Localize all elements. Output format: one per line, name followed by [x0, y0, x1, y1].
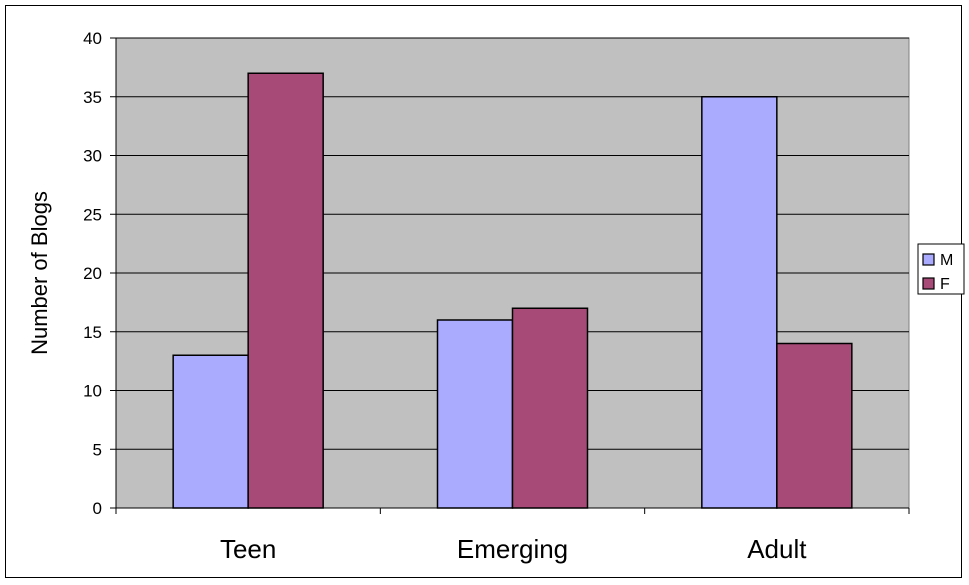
y-tick-label: 40 [83, 29, 102, 48]
bar-m-emerging [436, 319, 514, 509]
y-tick-label: 20 [83, 264, 102, 283]
legend: MF [917, 243, 965, 295]
bars [172, 72, 853, 509]
y-tick-label: 25 [83, 205, 102, 224]
y-tick-label: 15 [83, 323, 102, 342]
bar-f-adult [776, 342, 853, 509]
y-tick-label: 10 [83, 382, 102, 401]
y-tick-label: 0 [93, 499, 102, 518]
y-tick-label: 30 [83, 147, 102, 166]
x-tick-label: Adult [747, 534, 807, 564]
legend-label-f: F [940, 276, 950, 293]
y-tick-label: 35 [83, 88, 102, 107]
y-tick-label: 5 [93, 440, 102, 459]
axes [110, 37, 910, 514]
legend-swatch-m [922, 253, 935, 266]
legend-label-m: M [940, 252, 953, 269]
bar-f-teen [247, 72, 324, 509]
bar-m-teen [172, 354, 249, 509]
x-tick-label: Teen [220, 534, 276, 564]
y-axis-title: Number of Blogs [27, 191, 52, 355]
bar-m-adult [701, 96, 778, 509]
x-tick-labels: Teen Emerging Adult [220, 534, 807, 564]
legend-swatch-f [922, 277, 935, 290]
x-tick-label: Emerging [457, 534, 568, 564]
bar-f-emerging [511, 307, 589, 509]
y-tick-labels: 0 5 10 15 20 25 30 35 40 [83, 29, 102, 518]
